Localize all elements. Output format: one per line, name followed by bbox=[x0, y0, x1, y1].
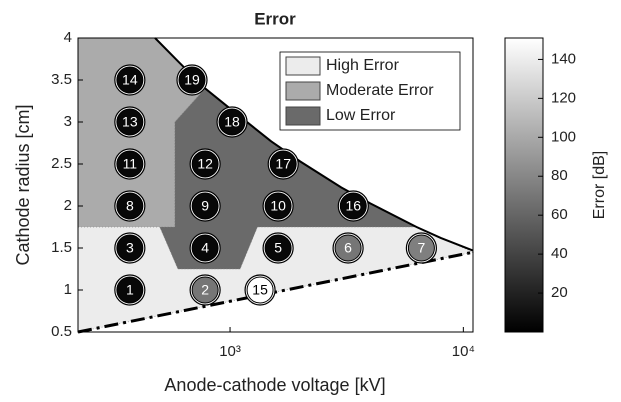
point bbox=[116, 150, 144, 178]
legend: High Error Moderate Error Low Error bbox=[279, 51, 461, 131]
y-tick-label: 4 bbox=[64, 29, 72, 46]
point-label: 10 bbox=[270, 198, 286, 214]
colorbar bbox=[504, 37, 544, 333]
point-label: 7 bbox=[417, 240, 425, 256]
colorbar-tick-label: 20 bbox=[551, 284, 568, 301]
point bbox=[191, 150, 219, 178]
point bbox=[264, 234, 292, 262]
legend-swatch bbox=[285, 81, 321, 101]
point bbox=[218, 108, 246, 136]
point bbox=[116, 234, 144, 262]
legend-label: High Error bbox=[326, 57, 400, 74]
point-label: 5 bbox=[274, 240, 282, 256]
point-label: 18 bbox=[224, 114, 240, 130]
colorbar-tick-label: 40 bbox=[551, 245, 568, 262]
point bbox=[178, 66, 206, 94]
legend-swatch bbox=[285, 106, 321, 126]
point bbox=[246, 276, 274, 304]
point bbox=[116, 276, 144, 304]
plot-frame bbox=[77, 37, 474, 333]
y-tick-label: 2 bbox=[64, 197, 72, 214]
point-label: 13 bbox=[122, 114, 138, 130]
point bbox=[191, 192, 219, 220]
colorbar-tick-label: 80 bbox=[551, 167, 568, 184]
point bbox=[264, 192, 292, 220]
x-tick-label: 10⁴ bbox=[452, 343, 475, 360]
point-label: 14 bbox=[122, 72, 138, 88]
point-label: 11 bbox=[123, 156, 138, 172]
point-label: 3 bbox=[126, 240, 134, 256]
point-label: 2 bbox=[201, 282, 209, 298]
colorbar-tick-label: 60 bbox=[551, 206, 568, 223]
point-label: 4 bbox=[201, 240, 209, 256]
y-tick-label: 0.5 bbox=[51, 323, 72, 340]
chart-title: Error bbox=[254, 9, 296, 28]
point-label: 6 bbox=[344, 240, 352, 256]
y-tick-label: 2.5 bbox=[51, 155, 72, 172]
point-label: 16 bbox=[345, 198, 361, 214]
y-tick-label: 3.5 bbox=[51, 71, 72, 88]
point bbox=[339, 192, 367, 220]
point bbox=[334, 234, 362, 262]
point bbox=[191, 276, 219, 304]
colorbar-tick-label: 140 bbox=[551, 50, 576, 67]
legend-label: Moderate Error bbox=[326, 82, 434, 99]
point-label: 15 bbox=[252, 282, 268, 298]
point bbox=[116, 192, 144, 220]
colorbar-label: Error [dB] bbox=[591, 151, 608, 219]
colorbar-tick-label: 100 bbox=[551, 128, 576, 145]
legend-label: Low Error bbox=[326, 107, 396, 124]
legend-swatch bbox=[285, 56, 321, 76]
point-label: 9 bbox=[201, 198, 209, 214]
colorbar-tick-label: 120 bbox=[551, 89, 576, 106]
point-label: 12 bbox=[197, 156, 213, 172]
point-label: 17 bbox=[275, 156, 291, 172]
y-tick-label: 3 bbox=[64, 113, 72, 130]
x-axis-label: Anode-cathode voltage [kV] bbox=[164, 375, 385, 395]
y-tick-label: 1.5 bbox=[51, 239, 72, 256]
x-tick-label: 10³ bbox=[219, 343, 241, 360]
point bbox=[269, 150, 297, 178]
y-tick-label: 1 bbox=[64, 281, 72, 298]
point-label: 1 bbox=[126, 282, 134, 298]
point-label: 19 bbox=[184, 72, 200, 88]
point-label: 8 bbox=[126, 198, 134, 214]
point bbox=[116, 108, 144, 136]
point bbox=[116, 66, 144, 94]
point bbox=[191, 234, 219, 262]
point bbox=[407, 234, 435, 262]
y-axis-label: Cathode radius [cm] bbox=[13, 104, 33, 265]
